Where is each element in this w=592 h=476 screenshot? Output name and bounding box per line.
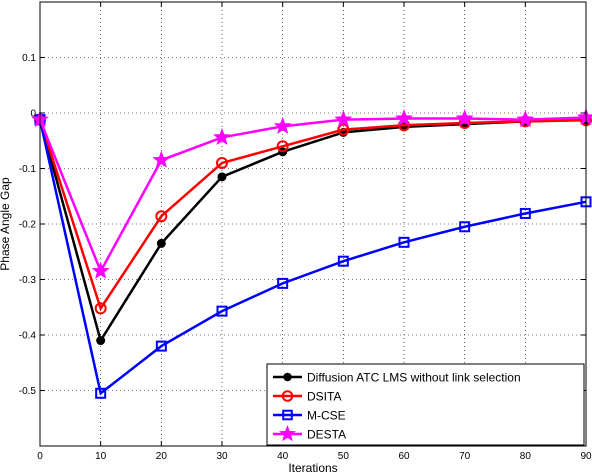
axis-ticks: 0 10 20 30 40 50 60 70 80 90 -0.5 -0.4 -0.3 -0.2 -0.1 0… [19,2,592,462]
x-tick-label: 80 [520,451,532,462]
y-tick-label: -0.3 [19,275,37,286]
legend-marker [282,409,293,421]
data-point [277,277,289,289]
data-point [155,210,168,223]
x-tick-label: 20 [156,451,168,462]
legend-label: Diffusion ATC LMS without link selection [307,371,521,385]
y-tick-label: -0.2 [19,220,37,231]
legend-box [266,363,585,446]
data-point [334,110,353,128]
data-point [213,128,231,146]
series-line [38,118,587,312]
data-point [516,110,535,128]
data-point [95,387,107,399]
data-point [216,305,228,317]
data-point [519,207,531,219]
x-tick-label: 90 [580,451,592,462]
series-line [38,116,587,275]
data-point [91,261,110,279]
data-point [94,302,107,315]
data-point [96,336,106,346]
data-point [155,340,167,352]
legend-marker [283,372,292,382]
legend: Diffusion ATC LMS without link selection… [266,363,585,446]
series-line [38,119,587,396]
legend-label: M-CSE [307,409,346,423]
series-dsita [34,113,592,315]
x-tick-label: 70 [459,451,471,462]
y-tick-label: 0 [30,109,36,120]
y-axis-label: Phase Angle Gap [0,177,12,271]
data-point [217,172,227,182]
y-tick-label: 0.1 [22,53,36,64]
x-tick-label: 10 [95,451,107,462]
x-axis-label: Iterations [288,461,337,475]
legend-label: DSITA [307,390,341,404]
legend-label: DESTA [307,428,346,442]
x-tick-label: 50 [338,451,350,462]
data-point [276,140,289,153]
y-tick-label: -0.5 [19,386,37,397]
data-point [337,255,349,267]
data-point [459,221,471,233]
data-point [156,238,166,248]
legend-marker [278,424,297,442]
data-point [398,236,410,248]
legend-marker [281,390,294,402]
x-tick-label: 40 [277,451,289,462]
x-tick-label: 30 [216,451,228,462]
data-point [455,109,474,127]
series-m-cse [34,114,592,399]
x-tick-label: 0 [37,451,43,462]
data-point [216,156,228,169]
series-diffusion-atc-lms-without-link-selection [35,115,591,346]
data-point [273,116,292,134]
series-lines [31,108,592,399]
y-tick-label: -0.4 [19,331,37,342]
series-desta [31,108,592,279]
y-tick-label: -0.1 [19,164,37,175]
data-point [152,150,171,168]
data-point [337,123,350,136]
x-tick-label: 60 [398,451,410,462]
data-point [395,109,413,127]
